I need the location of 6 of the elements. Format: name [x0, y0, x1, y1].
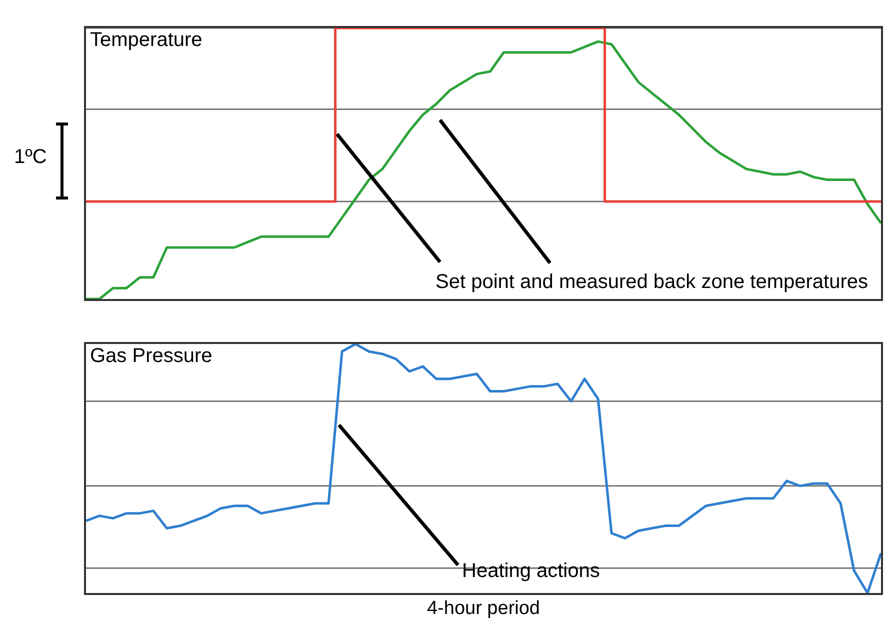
chart-title: Temperature	[90, 29, 202, 52]
x-axis-title: 4-hour period	[426, 598, 542, 620]
annotation: Set point and measured back zone temperatures	[436, 271, 868, 294]
chart-title: Gas Pressure	[90, 345, 212, 368]
annotation: Heating actions	[462, 560, 600, 583]
text: 1ºC	[14, 146, 47, 169]
